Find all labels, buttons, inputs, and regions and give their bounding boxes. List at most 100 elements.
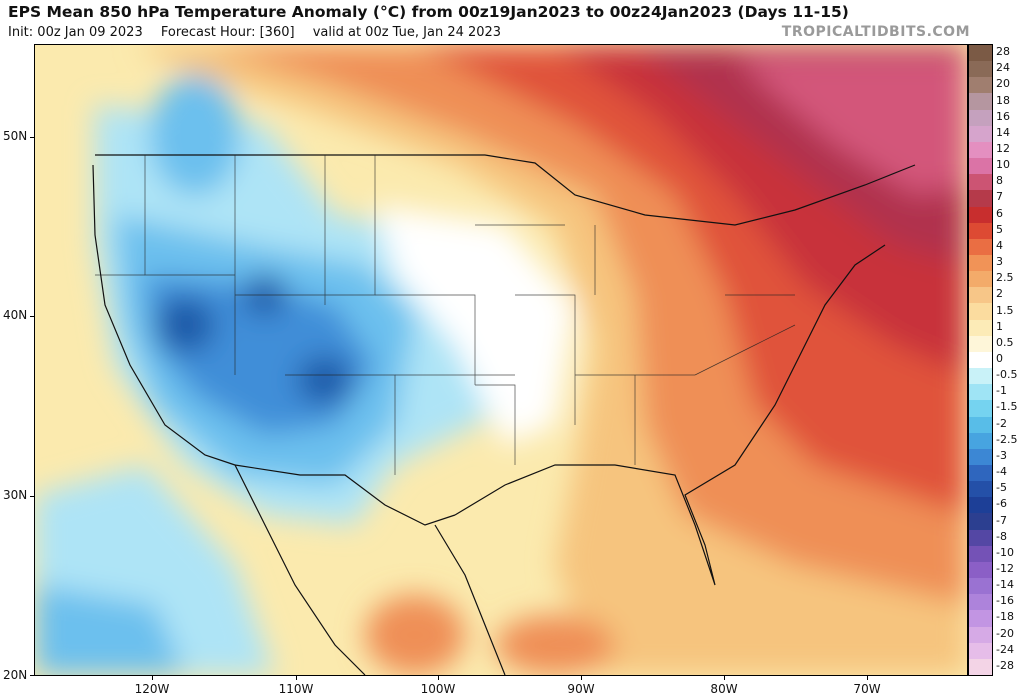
color-scale-label: -7 [996, 513, 1007, 527]
color-scale-label: -28 [996, 658, 1014, 672]
color-scale-swatch [969, 335, 992, 353]
color-scale-swatch [969, 238, 992, 256]
lat-tick-30 [30, 496, 34, 497]
init-time: Init: 00z Jan 09 2023 [8, 25, 143, 40]
color-scale-swatch [969, 255, 992, 272]
lon-label-90w: 90W [567, 682, 595, 696]
brand-watermark: TROPICALTIDBITS.COM [781, 24, 970, 40]
northwest-cool [150, 75, 240, 195]
map-title: EPS Mean 850 hPa Temperature Anomaly (°C… [8, 3, 849, 21]
color-scale-label: -14 [996, 578, 1014, 592]
color-scale-label: 14 [996, 125, 1010, 139]
color-scale-swatch [969, 287, 992, 304]
color-scale-swatch [969, 141, 992, 159]
color-scale-swatch [969, 368, 992, 385]
lon-tick-100 [438, 676, 439, 680]
color-scale-label: -8 [996, 529, 1007, 543]
lon-label-70w: 70W [853, 682, 881, 696]
color-scale-swatch [969, 303, 992, 321]
color-scale-label: 5 [996, 222, 1003, 236]
color-scale-swatch [969, 109, 992, 127]
color-scale-label: 0 [996, 352, 1003, 365]
color-scale-swatch [969, 125, 992, 143]
color-scale-label: 24 [996, 61, 1010, 75]
color-scale-label: 1.5 [996, 303, 1014, 317]
color-scale-label: 2.5 [996, 271, 1014, 285]
mexico-coast [434, 524, 506, 675]
color-scale-swatch [969, 497, 992, 514]
color-scale-label: -0.5 [996, 368, 1018, 382]
color-scale-label: -2 [996, 416, 1007, 430]
anomaly-field [35, 45, 967, 675]
forecast-hour: Forecast Hour: [360] [160, 25, 295, 40]
color-scale-label: -2.5 [996, 432, 1018, 446]
color-scale-label: 7 [996, 190, 1003, 204]
color-scale-swatch [969, 222, 992, 240]
color-scale-label: 10 [996, 158, 1010, 172]
color-scale-swatch [969, 465, 992, 482]
color-scale-swatch [969, 416, 992, 434]
extreme-field [735, 55, 967, 195]
color-scale-swatch [969, 529, 992, 547]
color-scale-label: -3 [996, 448, 1007, 462]
lon-tick-70 [867, 676, 868, 680]
color-scale-swatch [969, 174, 992, 191]
borders [92, 154, 916, 675]
color-scale-label: 16 [996, 109, 1010, 123]
lon-tick-80 [724, 676, 725, 680]
state-lines [95, 155, 796, 475]
color-scale-swatch [969, 93, 992, 111]
lon-label-120w: 120W [134, 682, 170, 696]
color-scale-label: 6 [996, 206, 1003, 220]
baja-coast [234, 464, 366, 675]
color-scale-swatch [969, 190, 992, 208]
lat-tick-50 [30, 137, 34, 138]
color-scale-label: -10 [996, 545, 1014, 559]
us-west-coast [92, 164, 236, 466]
color-scale-label: 8 [996, 174, 1003, 188]
color-scale-swatch [969, 45, 992, 62]
lon-label-100w: 100W [420, 682, 456, 696]
color-scale-label: 0.5 [996, 335, 1014, 349]
color-scale-swatch [969, 481, 992, 498]
lon-label-80w: 80W [710, 682, 738, 696]
color-scale-label: -4 [996, 465, 1007, 479]
color-scale-label: 3 [996, 255, 1003, 269]
map-subtitle: Init: 00z Jan 09 2023 Forecast Hour: [36… [8, 25, 515, 40]
color-scale-label: 18 [996, 93, 1010, 107]
color-scale-swatch [969, 545, 992, 563]
color-scale-swatch [969, 561, 992, 579]
lat-tick-40 [30, 316, 34, 317]
color-scale-label: -24 [996, 642, 1014, 656]
color-scale-swatch [969, 158, 992, 175]
lon-tick-120 [152, 676, 153, 680]
color-scale-label: -12 [996, 562, 1014, 575]
lon-tick-90 [581, 676, 582, 680]
color-scale-bar [968, 44, 993, 676]
valid-time: valid at 00z Tue, Jan 24 2023 [312, 25, 502, 40]
color-scale-swatch [969, 513, 992, 531]
color-scale-label: -20 [996, 626, 1014, 640]
color-scale-label: 28 [996, 45, 1010, 59]
lat-label-50n: 50N [3, 129, 28, 143]
pacific-cooler [35, 585, 185, 675]
color-scale-swatch [969, 206, 992, 224]
color-scale-swatch [969, 351, 992, 369]
color-scale-swatch [969, 432, 992, 450]
gulf-coast [454, 244, 886, 586]
color-scale-label: 12 [996, 142, 1010, 155]
color-scale-label: 2 [996, 287, 1003, 301]
lon-label-110w: 110W [278, 682, 314, 696]
mexico-warm-blob [365, 595, 465, 675]
color-scale-swatch [969, 594, 992, 611]
color-scale-label: 1 [996, 319, 1003, 333]
cold-core-southwest [297, 356, 353, 404]
color-scale-label: -1.5 [996, 400, 1018, 414]
color-scale-label: 4 [996, 238, 1003, 252]
color-scale-label: -16 [996, 594, 1014, 608]
color-scale-swatch [969, 400, 992, 418]
color-scale-swatch [969, 319, 992, 337]
color-scale-swatch [969, 658, 992, 676]
gulf-warm-blob [495, 615, 615, 675]
color-scale-swatch [969, 271, 992, 288]
